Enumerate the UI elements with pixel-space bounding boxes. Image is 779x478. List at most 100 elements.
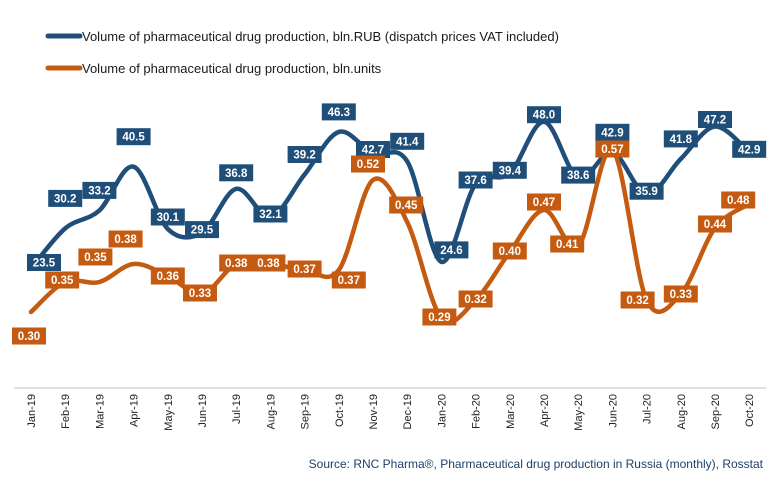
data-label-units: 0.41 [550,235,585,253]
data-label-text: 48.0 [533,110,555,122]
data-label-box [150,208,185,226]
data-label-units: 0.45 [389,196,424,214]
data-label-rub: 39.4 [492,161,527,179]
data-label-box [48,189,83,207]
data-label-box [253,205,288,223]
data-label-text: 0.36 [157,271,179,283]
data-label-rub: 39.2 [287,146,322,163]
data-label-units: 0.35 [78,248,113,266]
data-label-units: 0.38 [251,254,286,272]
x-tick-label: Jun-19 [197,394,209,428]
data-label-box [12,327,46,345]
data-label-box [116,128,151,146]
data-label-box [351,155,385,173]
data-label-text: 23.5 [33,258,56,270]
data-label-rub: 48.0 [527,106,561,124]
data-label-units: 0.44 [698,215,732,233]
data-label-text: 35.9 [635,186,657,198]
data-label-rub: 29.5 [185,221,219,239]
data-label-units: 0.33 [663,285,698,303]
data-label-box [527,106,561,124]
x-tick-label: Dec-19 [402,394,414,429]
data-label-text: 38.6 [567,170,589,182]
data-labels: 23.5 30.2 33.2 40.5 30.1 29.5 36.8 32.1 39.2 46.3… [12,103,767,345]
data-label-text: 41.8 [670,134,693,146]
data-label-rub: 33.2 [82,181,117,199]
data-label-box [721,191,756,209]
data-label-units: 0.47 [527,193,561,211]
data-label-box [389,196,424,214]
data-label-units: 0.57 [595,140,630,158]
x-tick-label: Sep-19 [300,394,312,429]
legend-label-rub: Volume of pharmaceutical drug production… [82,29,559,44]
data-label-box [356,141,390,158]
data-label-rub: 41.8 [663,130,698,148]
x-tick-label: May-20 [573,394,585,431]
data-label-text: 42.7 [362,145,384,157]
data-label-rub: 42.7 [356,141,390,158]
data-label-rub: 30.2 [48,189,83,207]
data-label-text: 0.37 [338,275,360,287]
data-label-box [45,271,80,289]
data-label-box [629,182,664,200]
data-label-box [550,235,585,253]
data-label-text: 40.5 [122,132,145,144]
data-label-box [287,260,322,278]
data-label-rub: 35.9 [629,182,664,200]
x-tick-label: Sep-20 [710,394,722,429]
data-label-box [287,146,322,163]
data-label-text: 0.32 [464,294,486,306]
data-label-text: 0.33 [670,289,692,301]
data-label-box [698,111,732,128]
data-label-box [183,284,217,302]
data-label-text: 0.44 [704,219,727,231]
data-label-box [219,164,254,182]
data-label-rub: 38.6 [561,166,596,184]
legend: Volume of pharmaceutical drug production… [45,29,559,76]
data-label-units: 0.37 [331,271,366,289]
data-label-text: 0.47 [533,197,555,209]
data-label-box [331,271,366,289]
data-label-text: 0.35 [51,275,74,287]
data-label-units: 0.52 [351,155,385,173]
data-label-box [458,290,493,308]
data-label-text: 32.1 [259,209,282,221]
data-label-box [422,308,457,326]
data-label-box [150,267,185,285]
data-label-units: 0.36 [150,267,185,285]
data-label-units: 0.38 [108,230,143,248]
data-label-text: 37.6 [464,175,486,187]
data-label-text: 0.57 [601,144,623,156]
data-label-text: 0.48 [727,195,750,207]
data-label-rub: 42.9 [732,140,767,158]
data-label-text: 0.41 [556,239,579,251]
data-label-text: 39.2 [293,150,315,162]
data-label-box [108,230,143,248]
data-label-units: 0.29 [422,308,457,326]
data-label-units: 0.40 [492,242,527,260]
data-label-text: 39.4 [499,165,522,177]
data-label-box [595,123,630,141]
data-label-rub: 47.2 [698,111,732,128]
data-label-rub: 37.6 [458,171,493,189]
data-label-units: 0.33 [183,284,217,302]
data-label-box [27,254,61,271]
data-label-text: 0.45 [395,200,418,212]
x-tick-label: Mar-20 [505,394,517,429]
data-label-text: 0.32 [626,295,648,307]
series-line-rub [28,119,752,271]
data-label-box [251,254,286,272]
data-label-rub: 36.8 [219,164,254,182]
data-label-box [492,242,527,260]
data-label-box [219,254,254,272]
source-note: Source: RNC Pharma®, Pharmaceutical drug… [308,457,763,471]
data-label-text: 0.38 [114,234,137,246]
data-label-text: 0.33 [189,288,211,300]
data-label-text: 42.9 [601,127,623,139]
x-tick-label: Mar-19 [94,394,106,429]
data-label-text: 0.29 [428,312,450,324]
data-label-text: 30.2 [54,193,76,205]
data-label-rub: 30.1 [150,208,185,226]
x-tick-label: Feb-19 [60,394,72,429]
x-tick-label: Jun-20 [607,394,619,428]
